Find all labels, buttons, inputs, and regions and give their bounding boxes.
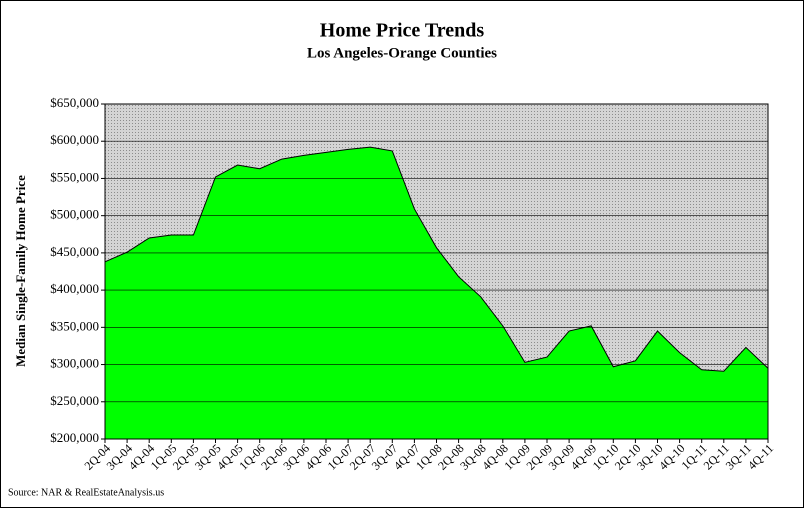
y-tick-label: $400,000 <box>50 281 99 296</box>
area <box>105 147 768 439</box>
y-tick-label: $650,000 <box>50 95 99 110</box>
y-tick-label: $500,000 <box>50 207 99 222</box>
y-axis-label: Median Single-Family Home Price <box>13 175 28 367</box>
source-note: Source: NAR & RealEstateAnalysis.us <box>8 487 164 498</box>
chart-title: Home Price Trends <box>320 20 485 42</box>
y-tick-label: $200,000 <box>50 430 99 445</box>
area-outline <box>104 146 769 372</box>
y-tick-label: $450,000 <box>50 244 99 259</box>
y-tick-label: $550,000 <box>50 169 99 184</box>
y-tick-label: $350,000 <box>50 318 99 333</box>
y-tick-label: $600,000 <box>50 132 99 147</box>
chart-subtitle: Los Angeles-Orange Counties <box>307 45 497 61</box>
y-tick-label: $300,000 <box>50 356 99 371</box>
y-tick-label: $250,000 <box>50 393 99 408</box>
